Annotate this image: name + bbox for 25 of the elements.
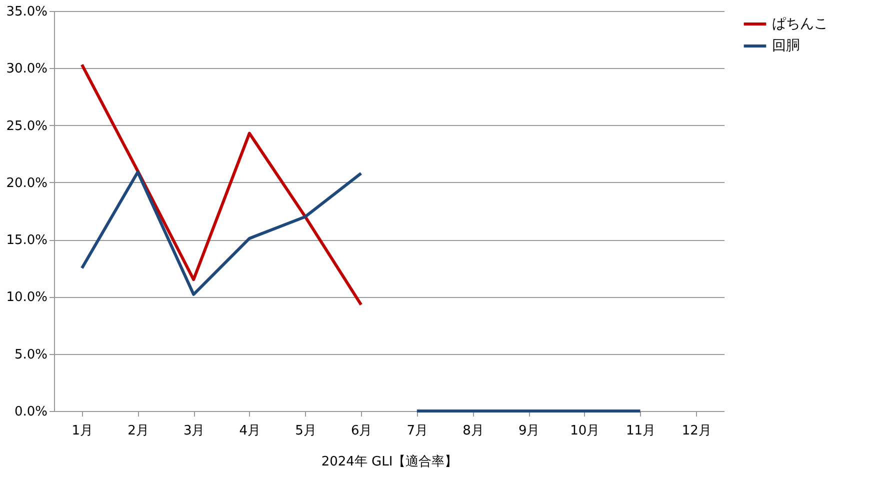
x-tick-label: 12月 [682, 424, 712, 438]
y-tick-label: 30.0% [6, 62, 48, 77]
x-tick-label: 1月 [72, 424, 94, 438]
x-tick-label: 11月 [626, 424, 656, 438]
line-series [80, 63, 363, 306]
x-tick-label: 9月 [518, 424, 540, 438]
x-tick-label: 8月 [462, 424, 484, 438]
x-axis-title: 2024年 GLI【適合率】 [321, 454, 458, 470]
x-tick-label: 10月 [570, 424, 600, 438]
y-tick-label: 5.0% [14, 347, 48, 362]
x-tick-label: 2月 [128, 424, 149, 438]
y-tick-label: 10.0% [6, 290, 48, 306]
x-tick-label: 6月 [350, 424, 372, 438]
x-tick-label: 4月 [239, 424, 261, 438]
legend-label: ぱちんこ [772, 16, 828, 32]
y-tick-label: 15.0% [6, 233, 48, 248]
legend-label: 回胴 [772, 38, 800, 54]
y-tick-label: 35.0% [6, 4, 48, 20]
x-tick-label: 7月 [406, 424, 428, 438]
y-tick-label: 0.0% [14, 404, 48, 420]
line-series [80, 170, 363, 296]
y-tick-label: 20.0% [6, 176, 48, 191]
y-tick-label: 25.0% [6, 118, 48, 134]
x-tick-label: 3月 [183, 424, 205, 438]
x-tick-label: 5月 [295, 424, 316, 438]
